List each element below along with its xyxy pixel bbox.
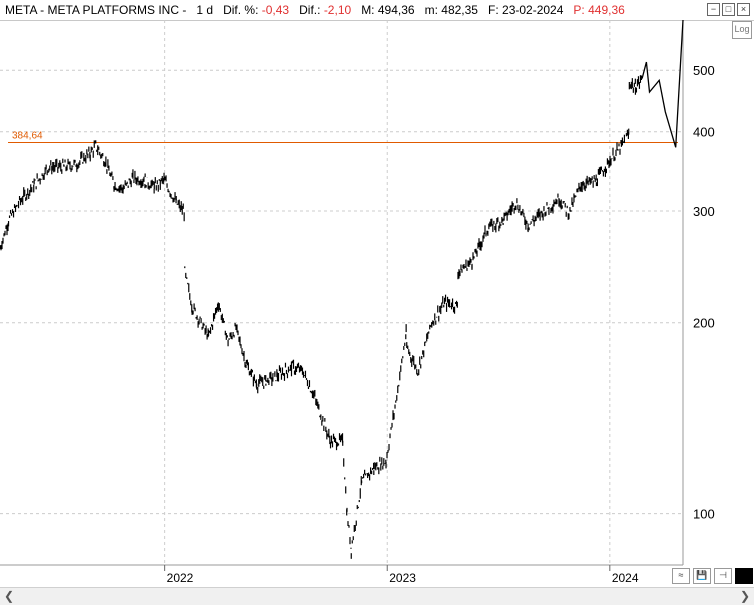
max-label: M: (361, 3, 375, 17)
price-label: P: (573, 3, 585, 17)
quote-info: META - META PLATFORMS INC - 1 d Dif. %: … (5, 3, 625, 17)
date-value: 23-02-2024 (502, 3, 564, 17)
y-tick-label: 500 (693, 63, 715, 78)
log-scale-button[interactable]: Log (732, 21, 752, 39)
date-label: F: (488, 3, 499, 17)
symbol-name: META - META PLATFORMS INC - (5, 3, 187, 17)
y-tick-label: 400 (693, 125, 715, 140)
min-value: 482,35 (441, 3, 478, 17)
scroll-left-icon[interactable]: ❮ (4, 589, 15, 603)
scroll-right-icon[interactable]: ❯ (739, 589, 750, 603)
y-tick-label: 100 (693, 507, 715, 522)
x-tick-label: 2024 (612, 571, 639, 585)
dif-pct-value: -0,43 (261, 3, 290, 17)
maximize-button[interactable]: □ (722, 3, 735, 16)
x-tick-label: 2023 (389, 571, 416, 585)
period: 1 d (196, 3, 214, 17)
projection-line (641, 20, 684, 148)
max-value: 494,36 (377, 3, 415, 17)
price-series (0, 75, 643, 559)
color-swatch[interactable] (735, 568, 753, 584)
chart-header: META - META PLATFORMS INC - 1 d Dif. %: … (0, 0, 754, 21)
y-tick-label: 200 (693, 316, 715, 331)
chart-toolbar: ≈ 💾 ⊣ (672, 568, 753, 584)
x-tick-label: 2022 (167, 571, 194, 585)
grid (0, 20, 683, 565)
y-tick-label: 300 (693, 204, 715, 219)
wave-icon[interactable]: ≈ (672, 568, 690, 584)
x-axis-ticks: 2022 2023 2024 (164, 565, 639, 585)
resistance-label: 384,64 (12, 131, 43, 142)
minimize-button[interactable]: − (707, 3, 720, 16)
dif-label: Dif.: (299, 3, 321, 17)
price-value: 449,36 (588, 3, 625, 17)
dif-value: -2,10 (323, 3, 352, 17)
price-chart[interactable]: 100 200 300 400 500 2022 2023 2024 384,64 (0, 20, 754, 587)
pin-icon[interactable]: ⊣ (714, 568, 732, 584)
dif-pct-label: Dif. %: (223, 3, 259, 17)
save-icon[interactable]: 💾 (693, 568, 711, 584)
y-axis-ticks: 100 200 300 400 500 (693, 63, 715, 521)
min-label: m: (424, 3, 438, 17)
window-controls: − □ × (707, 3, 750, 16)
horizontal-scrollbar[interactable]: ❮ ❯ (0, 587, 754, 605)
close-button[interactable]: × (737, 3, 750, 16)
